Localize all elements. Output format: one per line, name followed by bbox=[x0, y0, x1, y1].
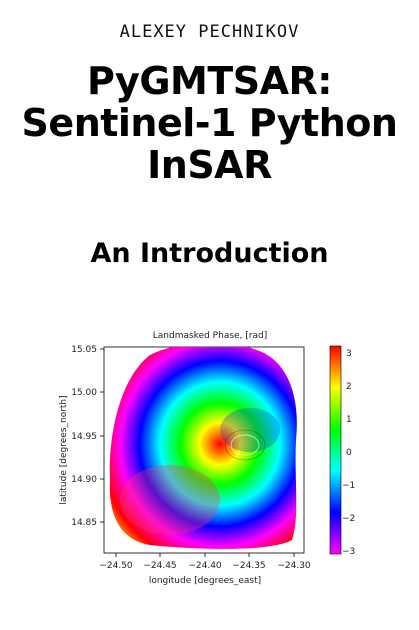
phase-map bbox=[109, 347, 297, 549]
y-tick-label: 15.00 bbox=[71, 388, 97, 398]
x-tick-label: −24.45 bbox=[143, 561, 176, 571]
colorbar-tick-label: 2 bbox=[346, 382, 352, 392]
x-tick-label: −24.50 bbox=[99, 561, 133, 571]
x-axis-label: longitude [degrees_east] bbox=[149, 576, 261, 586]
x-axis: −24.50 −24.45 −24.40 −24.35 −24.30 longi… bbox=[99, 553, 311, 586]
x-tick-label: −24.35 bbox=[232, 561, 265, 571]
title-line-1: PyGMTSAR: bbox=[87, 59, 333, 103]
book-subtitle: An Introduction bbox=[90, 238, 329, 269]
colorbar-tick-label: −2 bbox=[342, 514, 355, 524]
colorbar: 3 2 1 0 −1 −2 −3 bbox=[329, 345, 355, 557]
colorbar-tick-label: −3 bbox=[342, 547, 355, 557]
book-title: PyGMTSAR: Sentinel-1 Python InSAR bbox=[0, 60, 419, 186]
y-tick-label: 15.05 bbox=[71, 345, 97, 355]
title-line-2: Sentinel-1 Python bbox=[21, 101, 398, 145]
y-axis-label: latitude [degrees_north] bbox=[59, 395, 69, 504]
y-tick-label: 14.85 bbox=[71, 518, 97, 528]
y-axis: 15.05 15.00 14.95 14.90 14.85 latitude [… bbox=[59, 345, 104, 528]
y-tick-label: 14.90 bbox=[71, 475, 97, 485]
y-tick-label: 14.95 bbox=[71, 432, 97, 442]
figure-title: Landmasked Phase, [rad] bbox=[153, 331, 267, 341]
author-name: ALEXEY PECHNIKOV bbox=[119, 22, 300, 42]
title-line-3: InSAR bbox=[147, 143, 272, 187]
x-tick-label: −24.40 bbox=[188, 561, 222, 571]
colorbar-tick-label: 1 bbox=[346, 415, 352, 425]
x-tick-label: −24.30 bbox=[277, 561, 311, 571]
colorbar-tick-label: 0 bbox=[346, 448, 352, 458]
colorbar-tick-label: −1 bbox=[342, 481, 355, 491]
colorbar-tick-label: 3 bbox=[346, 349, 352, 359]
